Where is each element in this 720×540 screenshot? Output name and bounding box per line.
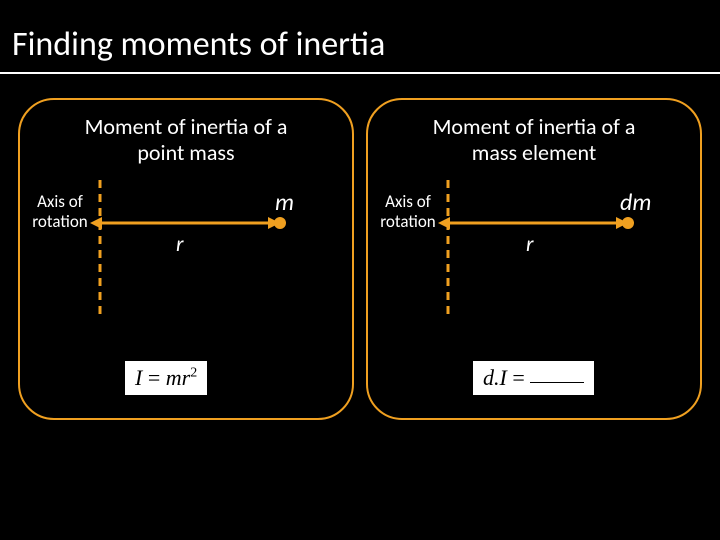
panel-right-title: Moment of inertia of a mass element (368, 114, 700, 167)
title-underline (0, 72, 720, 74)
mass-label-right: dm (620, 188, 651, 217)
mass-dot-icon (622, 217, 634, 229)
panel-mass-element: Moment of inertia of a mass element Axis… (366, 98, 702, 420)
distance-label-left: r (176, 230, 184, 257)
arrow-tail-icon (90, 217, 102, 229)
formula-left: I = mr2 (124, 360, 208, 396)
panel-right-title-l2: mass element (472, 139, 596, 166)
mass-dot-icon (274, 217, 286, 229)
page-title: Finding moments of inertia (12, 24, 385, 65)
arrow-tail-icon (438, 217, 450, 229)
mass-label-left: m (275, 188, 294, 217)
panel-left-title: Moment of inertia of a point mass (20, 114, 352, 167)
distance-label-right: r (526, 230, 534, 257)
panel-point-mass: Moment of inertia of a point mass Axis o… (18, 98, 354, 420)
formula-right: d.I = (472, 360, 595, 396)
diagram-left (70, 170, 340, 340)
panel-left-title-l1: Moment of inertia of a (85, 113, 288, 140)
panel-right-title-l1: Moment of inertia of a (433, 113, 636, 140)
panel-left-title-l2: point mass (137, 139, 234, 166)
